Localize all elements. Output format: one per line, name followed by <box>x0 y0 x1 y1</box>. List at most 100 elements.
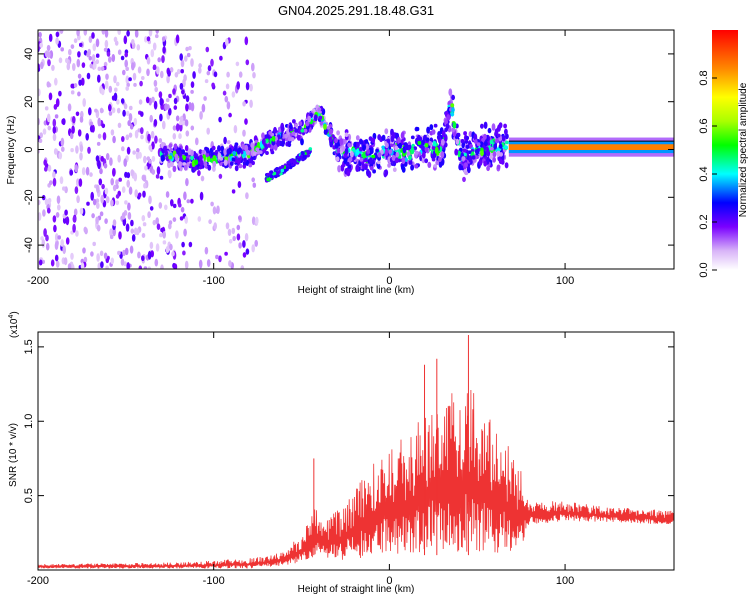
spectrogram-cell <box>58 152 63 160</box>
colorbar-tick-label: 0.0 <box>698 262 710 277</box>
spectrogram-cell <box>398 142 402 149</box>
spectrogram-cell <box>85 166 90 176</box>
spectrogram-cell <box>229 161 234 166</box>
spectrogram-cell <box>359 147 363 152</box>
spectrogram-cell <box>55 37 59 45</box>
spectrogram-cell <box>175 115 180 122</box>
spectrogram-cell <box>170 160 174 168</box>
spectrogram-cell <box>232 235 236 242</box>
steady-band-core <box>508 144 674 150</box>
spectrogram-cell <box>233 125 238 134</box>
spectrogram-cell <box>95 53 100 58</box>
spectrogram-cell <box>135 228 140 236</box>
colorbar-ticks: 0.0 0.2 0.4 0.6 0.8 <box>698 70 717 278</box>
spectrogram-cell <box>400 131 405 140</box>
spectrogram-cell <box>67 263 72 269</box>
spectrogram-cell <box>123 35 128 45</box>
spectrogram-cell <box>434 146 439 155</box>
spectrogram-cell <box>203 161 208 167</box>
spectrogram-cell <box>62 118 66 126</box>
spectrogram-cell <box>287 136 292 142</box>
spectrogram-cell <box>480 150 484 157</box>
chart-title: GN04.2025.291.18.48.G31 <box>278 3 434 18</box>
spectrogram-cell <box>446 114 451 121</box>
spectrogram-cell <box>381 145 386 150</box>
spectrogram-cell <box>180 69 184 74</box>
spectrogram-cell <box>169 243 173 251</box>
spectrogram-cell <box>178 133 182 140</box>
spectrogram-cell <box>228 260 232 267</box>
spectrogram-cell <box>79 207 84 215</box>
spectrogram-cell <box>83 226 88 233</box>
spectrogram-cell <box>158 138 163 143</box>
colorbar-gradient <box>712 30 738 270</box>
spectrogram-cell <box>153 119 158 127</box>
spectrogram-cell <box>50 259 55 267</box>
spectrogram-cell <box>495 138 499 144</box>
spectrogram-cell <box>371 154 376 159</box>
spectrogram-cell <box>82 247 86 254</box>
spectrogram-cell <box>97 117 101 127</box>
spectrogram-cell <box>141 215 146 222</box>
spectrogram-cell <box>96 141 101 146</box>
spectrogram-cell <box>158 91 163 99</box>
spectrogram-cell <box>70 263 75 269</box>
spectrogram-cell <box>122 69 126 76</box>
spectrogram-cell <box>217 152 222 160</box>
spectrogram-cell <box>109 228 113 237</box>
spectrogram-cell <box>54 233 59 242</box>
spectrogram-cell <box>123 158 127 167</box>
spectrogram-cell <box>226 101 231 110</box>
spectrogram-cell <box>113 36 118 43</box>
spectrogram-cell <box>58 90 62 97</box>
spectrogram-cells <box>38 30 674 269</box>
spectrogram-cell <box>164 103 168 111</box>
spectrogram-cell <box>146 68 150 77</box>
spectrogram-cell <box>80 262 85 269</box>
spectrogram-cell <box>44 166 48 172</box>
spectrogram-cell <box>343 158 348 164</box>
spectrogram-cell <box>432 140 437 148</box>
spectrogram-cell <box>489 147 494 151</box>
spectrogram-cell <box>132 150 136 155</box>
spectrogram-cell <box>423 134 427 140</box>
spectrogram-cell <box>168 107 172 116</box>
spectrogram-cell <box>110 257 115 265</box>
spectrogram-cell <box>49 50 54 59</box>
spectrogram-cell <box>267 143 271 148</box>
spectrogram-x-ticks: -200 -100 0 100 <box>27 30 574 287</box>
spectrogram-cell <box>364 139 369 144</box>
spectrogram-cell <box>57 235 61 240</box>
spectrogram-cell <box>162 231 166 239</box>
spectrogram-cell <box>77 129 82 137</box>
spectrogram-cell <box>184 119 189 127</box>
spectrogram-cell <box>146 156 151 161</box>
spectrogram-cell <box>38 138 43 143</box>
spectrogram-cell <box>127 120 131 127</box>
spectrogram-cell <box>117 122 122 128</box>
spectrogram-cell <box>461 156 466 161</box>
spectrogram-cell <box>363 157 368 163</box>
spectrogram-cell <box>73 208 78 216</box>
spectrogram-cell <box>130 169 134 177</box>
spectrogram-cell <box>99 250 104 257</box>
spectrogram-cell <box>143 266 148 269</box>
spectrogram-cell <box>436 134 441 140</box>
spectrogram-cell <box>44 106 49 111</box>
spectrogram-y-tick-label: 20 <box>23 96 35 108</box>
spectrogram-cell <box>346 170 351 177</box>
spectrogram-cell <box>231 91 236 98</box>
snr-x-tick-label: 100 <box>556 575 574 587</box>
spectrogram-cell <box>186 52 191 58</box>
spectrogram-cell <box>94 108 98 113</box>
spectrogram-cell <box>258 150 263 155</box>
spectrogram-cell <box>426 126 430 134</box>
spectrogram-cell <box>376 160 381 165</box>
spectrogram-cell <box>186 199 191 204</box>
spectrogram-cell <box>170 199 174 207</box>
spectrogram-cell <box>198 154 203 161</box>
spectrogram-cell <box>62 186 66 191</box>
spectrogram-cell <box>184 152 189 157</box>
spectrogram-cell <box>149 114 153 123</box>
spectrogram-cell <box>503 123 507 129</box>
